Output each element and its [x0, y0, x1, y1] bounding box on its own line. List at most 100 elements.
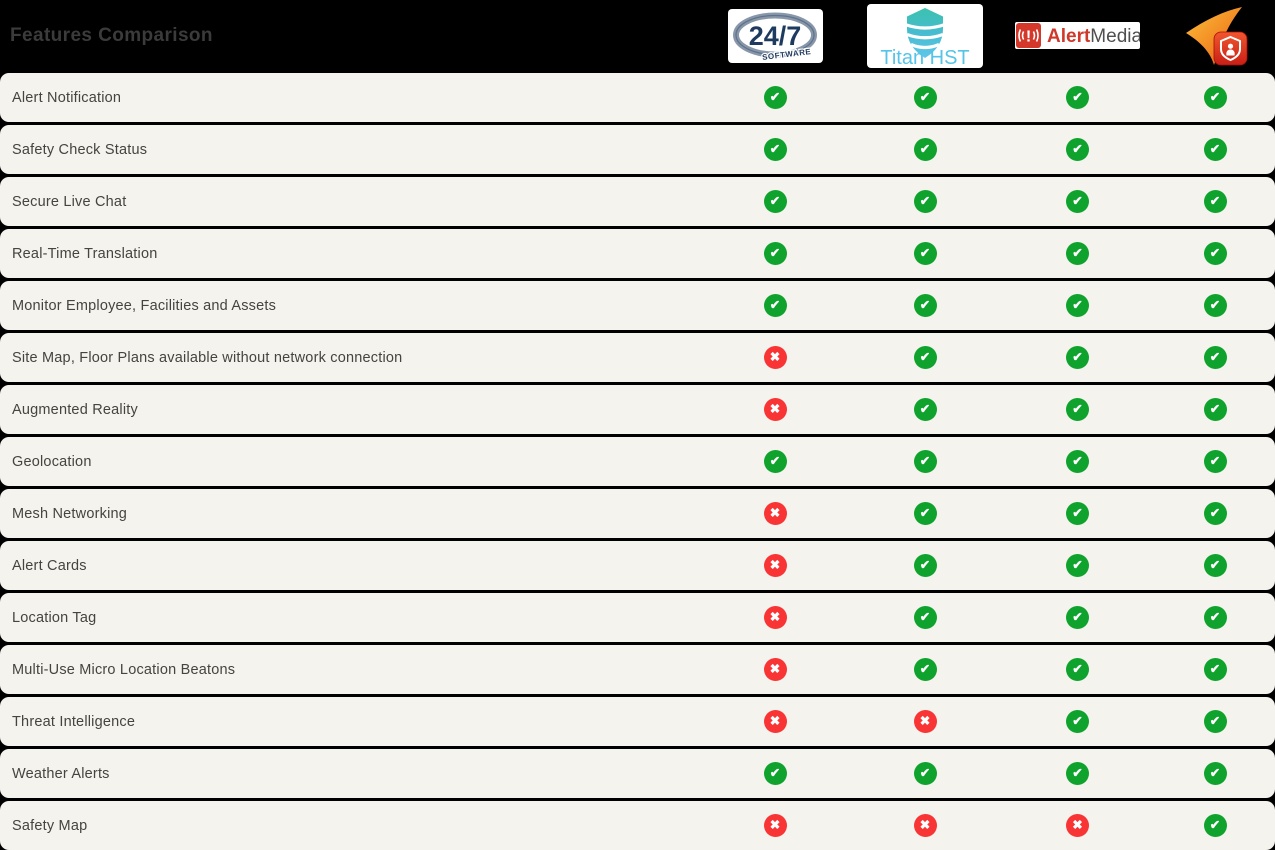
mark-cell-247software: ✖ — [700, 398, 850, 421]
mark-cell-alertmedia: ✔ — [1000, 190, 1155, 213]
mark-cell-titanhst: ✔ — [850, 294, 1000, 317]
mark-cell-alertmedia: ✖ — [1000, 814, 1155, 837]
mark-cell-titanhst: ✔ — [850, 86, 1000, 109]
check-icon: ✔ — [913, 86, 937, 109]
feature-label: Threat Intelligence — [12, 713, 136, 730]
check-icon: ✔ — [1066, 138, 1089, 161]
mark-cell-alertmedia: ✔ — [1000, 86, 1155, 109]
mark-cell-alertmedia: ✔ — [1000, 606, 1155, 629]
mark-cell-titanhst: ✔ — [850, 346, 1000, 369]
check-icon: ✔ — [1203, 450, 1227, 473]
check-icon: ✔ — [913, 658, 937, 681]
247-number-text: 24/7 — [748, 21, 801, 51]
comparison-table: Alert Notification ✔ ✔ ✔ ✔ Safety Check … — [0, 73, 1275, 850]
check-icon: ✔ — [763, 242, 787, 265]
check-icon: ✔ — [763, 138, 787, 161]
check-icon: ✔ — [1066, 86, 1089, 109]
check-icon: ✔ — [1066, 658, 1089, 681]
mark-cell-shieldapp: ✔ — [1155, 554, 1275, 577]
cross-icon: ✖ — [763, 658, 787, 681]
shield-person-badge-icon — [1213, 31, 1248, 65]
cross-icon: ✖ — [1066, 814, 1089, 837]
mark-cell-shieldapp: ✔ — [1155, 814, 1275, 837]
mark-cell-shieldapp: ✔ — [1155, 450, 1275, 473]
mark-cell-shieldapp: ✔ — [1155, 502, 1275, 525]
cross-icon: ✖ — [763, 502, 787, 525]
check-icon: ✔ — [763, 190, 787, 213]
feature-row: Geolocation ✔ ✔ ✔ ✔ — [0, 437, 1275, 486]
feature-label: Safety Check Status — [12, 141, 148, 158]
check-icon: ✔ — [1203, 242, 1227, 265]
feature-row: Threat Intelligence ✖ ✖ ✔ ✔ — [0, 697, 1275, 746]
feature-label: Monitor Employee, Facilities and Assets — [12, 297, 277, 314]
mark-cell-titanhst: ✔ — [850, 138, 1000, 161]
check-icon: ✔ — [1203, 762, 1227, 785]
mark-cell-247software: ✖ — [700, 346, 850, 369]
mark-cell-alertmedia: ✔ — [1000, 554, 1155, 577]
mark-cell-shieldapp: ✔ — [1155, 658, 1275, 681]
247software-logo: 24/7 SOFTWARE — [727, 8, 823, 63]
check-icon: ✔ — [1203, 710, 1227, 733]
check-icon: ✔ — [1066, 242, 1089, 265]
feature-label: Mesh Networking — [12, 505, 128, 522]
cross-icon: ✖ — [763, 606, 787, 629]
check-icon: ✔ — [913, 138, 937, 161]
mark-cell-shieldapp: ✔ — [1155, 398, 1275, 421]
check-icon: ✔ — [913, 606, 937, 629]
header: Features Comparison 24/7 SOFTWARE — [0, 0, 1275, 71]
check-icon: ✔ — [1066, 450, 1089, 473]
check-icon: ✔ — [1066, 294, 1089, 317]
feature-row: Safety Check Status ✔ ✔ ✔ ✔ — [0, 125, 1275, 174]
mark-cell-alertmedia: ✔ — [1000, 658, 1155, 681]
cross-icon: ✖ — [763, 346, 787, 369]
mark-cell-247software: ✔ — [700, 294, 850, 317]
mark-cell-shieldapp: ✔ — [1155, 762, 1275, 785]
check-icon: ✔ — [1066, 346, 1089, 369]
feature-row: Alert Cards ✖ ✔ ✔ ✔ — [0, 541, 1275, 590]
mark-cell-247software: ✔ — [700, 190, 850, 213]
mark-cell-shieldapp: ✔ — [1155, 242, 1275, 265]
cross-icon: ✖ — [763, 398, 787, 421]
check-icon: ✔ — [1203, 554, 1227, 577]
check-icon: ✔ — [913, 450, 937, 473]
check-icon: ✔ — [913, 294, 937, 317]
mark-cell-247software: ✖ — [700, 710, 850, 733]
check-icon: ✔ — [1066, 190, 1089, 213]
mark-cell-alertmedia: ✔ — [1000, 242, 1155, 265]
check-icon: ✔ — [1066, 502, 1089, 525]
alertmedia-alarm-icon: ! — [1016, 23, 1041, 48]
feature-row: Augmented Reality ✖ ✔ ✔ ✔ — [0, 385, 1275, 434]
mark-cell-titanhst: ✖ — [850, 710, 1000, 733]
mark-cell-247software: ✖ — [700, 554, 850, 577]
titan-hst-logo: Titan HST — [867, 3, 983, 68]
check-icon: ✔ — [1203, 658, 1227, 681]
check-icon: ✔ — [1203, 398, 1227, 421]
feature-row: Multi-Use Micro Location Beatons ✖ ✔ ✔ ✔ — [0, 645, 1275, 694]
check-icon: ✔ — [1066, 398, 1089, 421]
feature-row: Real-Time Translation ✔ ✔ ✔ ✔ — [0, 229, 1275, 278]
titan-hst-text: Titan HST — [880, 47, 969, 68]
cross-icon: ✖ — [763, 554, 787, 577]
feature-label: Weather Alerts — [12, 765, 110, 782]
feature-row: Weather Alerts ✔ ✔ ✔ ✔ — [0, 749, 1275, 798]
mark-cell-titanhst: ✔ — [850, 606, 1000, 629]
check-icon: ✔ — [1203, 346, 1227, 369]
feature-label: Location Tag — [12, 609, 97, 626]
feature-label: Site Map, Floor Plans available without … — [12, 349, 403, 366]
cross-icon: ✖ — [763, 710, 787, 733]
mark-cell-titanhst: ✔ — [850, 658, 1000, 681]
feature-label: Safety Map — [12, 817, 88, 834]
mark-cell-shieldapp: ✔ — [1155, 138, 1275, 161]
feature-label: Alert Cards — [12, 557, 87, 574]
check-icon: ✔ — [1203, 814, 1227, 837]
mark-cell-247software: ✔ — [700, 86, 850, 109]
column-header-alertmedia: ! AlertMedia — [1000, 22, 1155, 49]
check-icon: ✔ — [913, 762, 937, 785]
mark-cell-247software: ✖ — [700, 502, 850, 525]
check-icon: ✔ — [913, 190, 937, 213]
mark-cell-titanhst: ✖ — [850, 814, 1000, 837]
check-icon: ✔ — [1066, 554, 1089, 577]
column-header-247software: 24/7 SOFTWARE — [700, 8, 850, 63]
check-icon: ✔ — [763, 450, 787, 473]
mark-cell-247software: ✖ — [700, 658, 850, 681]
